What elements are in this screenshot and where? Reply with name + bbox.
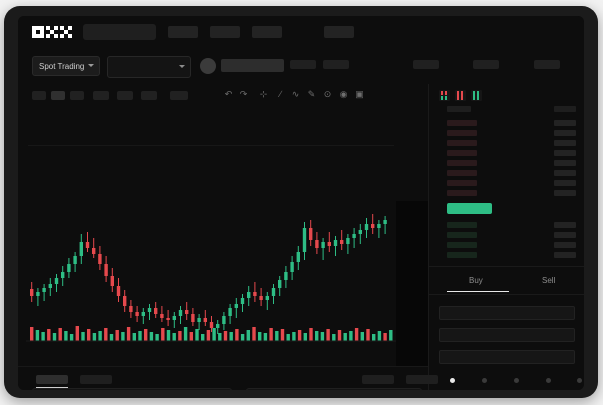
tab-active-underline <box>447 291 509 292</box>
market-header-bar: Spot Trading <box>18 48 584 85</box>
timeframe-4[interactable] <box>93 91 109 100</box>
eye-icon[interactable]: ◉ <box>339 89 348 99</box>
bid-row-total <box>554 222 576 228</box>
chevron-down-icon <box>179 65 185 68</box>
carousel-pager <box>450 376 582 386</box>
volume-histogram <box>26 326 396 342</box>
market-type-label: Spot Trading <box>39 61 85 71</box>
ask-row-price[interactable] <box>447 170 477 176</box>
tab-buy[interactable]: Buy <box>469 276 483 285</box>
candlestick-canvas <box>30 214 387 334</box>
timeframe-2[interactable] <box>51 91 65 100</box>
ask-row-total <box>554 180 576 186</box>
order-price-field[interactable] <box>439 306 575 320</box>
orders-filter-chip[interactable] <box>362 375 394 384</box>
stat-24h-high <box>323 60 349 69</box>
ask-row-price[interactable] <box>447 190 477 196</box>
orders-action-chip[interactable] <box>406 375 438 384</box>
tab-order-history[interactable] <box>80 375 112 384</box>
timeframe-1[interactable] <box>32 91 46 100</box>
orderbook-bids-icon[interactable] <box>455 90 466 101</box>
orderbook-asks-icon[interactable] <box>471 90 482 101</box>
ask-row-total <box>554 120 576 126</box>
orderbook-col-total <box>554 106 576 112</box>
ask-row-total <box>554 190 576 196</box>
pager-dot-2[interactable] <box>482 378 487 383</box>
undo-icon[interactable]: ↶ <box>224 89 233 99</box>
market-type-selector[interactable]: Spot Trading <box>32 56 100 76</box>
coin-avatar <box>200 58 216 74</box>
bid-row-total <box>554 232 576 238</box>
stat-24h-low <box>413 60 439 69</box>
pager-dot-5[interactable] <box>577 378 582 383</box>
orderbook-col-price <box>447 106 471 112</box>
orders-tab-bar <box>18 366 438 390</box>
sidebar-item-nav-4[interactable] <box>324 26 354 38</box>
redo-icon[interactable]: ↷ <box>239 89 248 99</box>
trade-form-tabs: Buy Sell <box>429 272 584 294</box>
sidebar-item-nav-2[interactable] <box>210 26 240 38</box>
camera-icon[interactable]: ▣ <box>355 89 364 99</box>
trendline-icon[interactable]: ∕ <box>279 89 282 99</box>
ask-row-total <box>554 160 576 166</box>
tab-sell[interactable]: Sell <box>542 276 556 285</box>
search-input[interactable] <box>83 24 156 40</box>
orderbook-last-price <box>447 203 492 214</box>
tab-open-orders[interactable] <box>36 375 68 384</box>
order-total-field[interactable] <box>439 350 575 364</box>
timeframe-7[interactable] <box>170 91 188 100</box>
pager-dot-3[interactable] <box>514 378 519 383</box>
stat-24h-volume <box>473 60 499 69</box>
ask-row-price[interactable] <box>447 140 477 146</box>
bid-row-price[interactable] <box>447 222 477 228</box>
pager-dot-4[interactable] <box>546 378 551 383</box>
timeframe-3[interactable] <box>70 91 84 100</box>
bid-row-total <box>554 252 576 258</box>
chevron-down-icon <box>88 64 94 67</box>
bid-row-price[interactable] <box>447 242 477 248</box>
stat-24h-turnover <box>534 60 560 69</box>
trading-pair-selector[interactable] <box>107 56 191 78</box>
order-amount-field[interactable] <box>439 328 575 342</box>
ask-row-price[interactable] <box>447 150 477 156</box>
orders-tab-underline <box>36 387 68 388</box>
ask-row-price[interactable] <box>447 160 477 166</box>
timeframe-6[interactable] <box>141 91 157 100</box>
ask-row-total <box>554 140 576 146</box>
ask-row-total <box>554 170 576 176</box>
sidebar-item-nav-3[interactable] <box>252 26 282 38</box>
top-navigation-bar <box>18 16 584 49</box>
ask-row-price[interactable] <box>447 120 477 126</box>
bottom-card-right[interactable] <box>246 388 422 390</box>
order-book-view-tabs <box>439 90 482 101</box>
ask-row-price[interactable] <box>447 130 477 136</box>
bid-row-total <box>554 242 576 248</box>
bottom-card-left[interactable] <box>32 388 232 390</box>
ask-row-total <box>554 150 576 156</box>
stat-24h-change <box>290 60 316 69</box>
timeframe-5[interactable] <box>117 91 133 100</box>
ask-row-price[interactable] <box>447 180 477 186</box>
bid-row-price[interactable] <box>447 232 477 238</box>
pencil-icon[interactable]: ✎ <box>307 89 316 99</box>
okx-logo[interactable] <box>32 25 74 39</box>
magnet-icon[interactable]: ⊙ <box>323 89 332 99</box>
bid-row-price[interactable] <box>447 252 477 258</box>
tablet-screen: Spot Trading <box>18 16 584 390</box>
price-chart[interactable] <box>18 106 444 390</box>
ask-row-total <box>554 130 576 136</box>
orderbook-all-icon[interactable] <box>439 90 450 101</box>
order-book-panel: Buy Sell <box>428 84 584 390</box>
cursor-icon[interactable]: ⊹ <box>259 89 268 99</box>
tablet-frame: Spot Trading <box>4 6 598 398</box>
sidebar-item-nav-1[interactable] <box>168 26 198 38</box>
wave-icon[interactable]: ∿ <box>291 89 300 99</box>
pager-dot-1[interactable] <box>450 378 455 383</box>
last-price-display <box>221 59 284 72</box>
